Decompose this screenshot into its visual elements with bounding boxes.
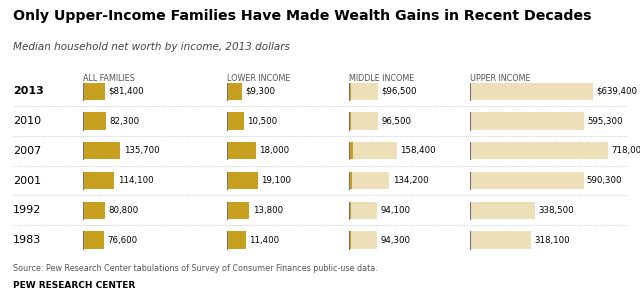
Bar	[83, 83, 106, 100]
Bar	[83, 172, 115, 189]
Text: Only Upper-Income Families Have Made Wealth Gains in Recent Decades: Only Upper-Income Families Have Made Wea…	[13, 9, 591, 23]
Text: 1992: 1992	[13, 205, 41, 215]
Bar	[227, 112, 244, 130]
Text: $81,400: $81,400	[109, 87, 144, 96]
Text: 114,100: 114,100	[118, 176, 153, 185]
Bar	[470, 112, 584, 130]
Text: 19,100: 19,100	[261, 176, 291, 185]
Bar	[349, 231, 351, 249]
Text: ALL FAMILIES: ALL FAMILIES	[83, 74, 135, 83]
Text: 13,800: 13,800	[253, 206, 283, 215]
Bar	[349, 142, 397, 160]
Text: 82,300: 82,300	[109, 116, 139, 125]
Bar	[227, 142, 256, 160]
Bar	[349, 172, 390, 189]
Text: 18,000: 18,000	[259, 146, 289, 155]
Text: 11,400: 11,400	[249, 236, 279, 244]
Text: 2010: 2010	[13, 116, 41, 126]
Text: $96,500: $96,500	[381, 87, 417, 96]
Text: 96,500: 96,500	[381, 116, 412, 125]
Text: $639,400: $639,400	[596, 87, 637, 96]
Bar	[227, 202, 250, 219]
Bar	[470, 142, 608, 160]
Text: 94,100: 94,100	[381, 206, 410, 215]
Text: 94,300: 94,300	[381, 236, 411, 244]
Text: 2013: 2013	[13, 86, 44, 96]
Text: 80,800: 80,800	[109, 206, 139, 215]
Text: UPPER INCOME: UPPER INCOME	[470, 74, 531, 83]
Text: 338,500: 338,500	[538, 206, 574, 215]
Text: 1983: 1983	[13, 235, 41, 245]
Text: PEW RESEARCH CENTER: PEW RESEARCH CENTER	[13, 281, 135, 289]
Text: 595,300: 595,300	[588, 116, 623, 125]
Bar	[83, 112, 106, 130]
Text: 2007: 2007	[13, 146, 41, 156]
Bar	[349, 83, 351, 100]
Bar	[470, 202, 535, 219]
Text: 590,300: 590,300	[587, 176, 622, 185]
Bar	[349, 202, 351, 219]
Bar	[83, 202, 106, 219]
Text: Source: Pew Research Center tabulations of Survey of Consumer Finances public-us: Source: Pew Research Center tabulations …	[13, 264, 378, 273]
Text: $9,300: $9,300	[245, 87, 275, 96]
Bar	[83, 142, 120, 160]
Bar	[349, 172, 352, 189]
Bar	[349, 231, 378, 249]
Bar	[83, 231, 104, 249]
Text: MIDDLE INCOME: MIDDLE INCOME	[349, 74, 414, 83]
Text: 318,100: 318,100	[534, 236, 570, 244]
Text: 2001: 2001	[13, 176, 41, 186]
Text: 135,700: 135,700	[124, 146, 159, 155]
Bar	[227, 172, 258, 189]
Bar	[227, 231, 246, 249]
Bar	[349, 202, 378, 219]
Text: 718,000: 718,000	[611, 146, 640, 155]
Text: LOWER INCOME: LOWER INCOME	[227, 74, 291, 83]
Bar	[227, 83, 242, 100]
Bar	[470, 83, 593, 100]
Bar	[349, 83, 378, 100]
Bar	[349, 142, 353, 160]
Bar	[470, 231, 531, 249]
Text: 134,200: 134,200	[393, 176, 428, 185]
Text: 10,500: 10,500	[247, 116, 277, 125]
Bar	[349, 112, 378, 130]
Text: Median household net worth by income, 2013 dollars: Median household net worth by income, 20…	[13, 42, 290, 52]
Bar	[470, 172, 584, 189]
Text: 158,400: 158,400	[400, 146, 436, 155]
Text: 76,600: 76,600	[108, 236, 138, 244]
Bar	[349, 112, 351, 130]
